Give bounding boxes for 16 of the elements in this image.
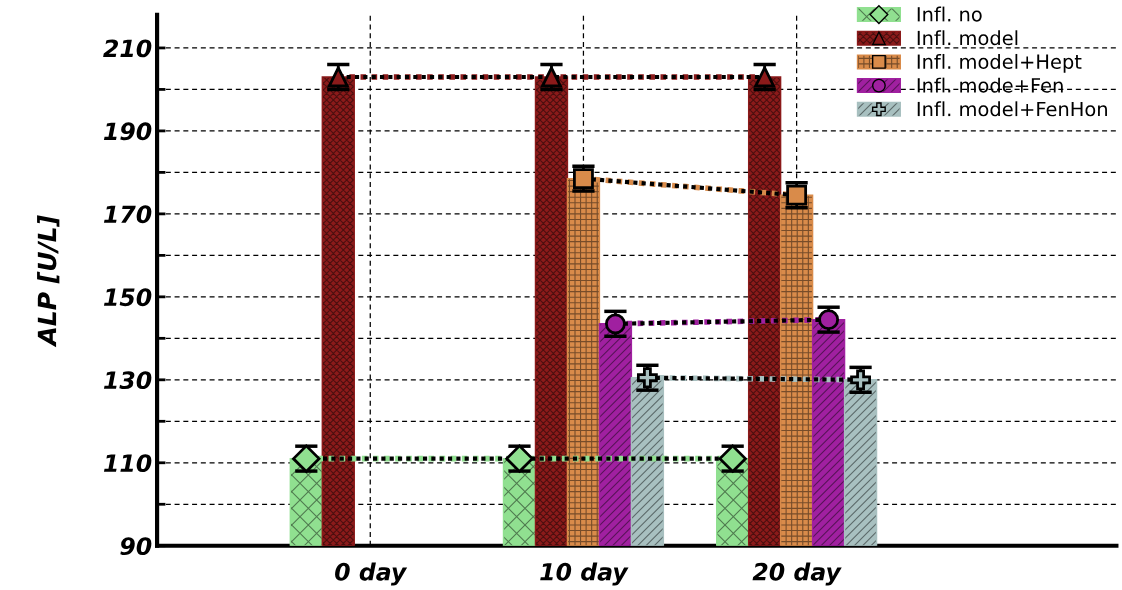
y-tick-label: 170 <box>103 205 152 224</box>
legend-label: Infl. model+Hept <box>917 53 1082 73</box>
legend-label: Infl. model <box>917 30 1018 46</box>
x-tick-label: 10 day <box>540 562 629 586</box>
y-tick-label: 90 <box>120 537 152 556</box>
legend-label: Infl. model+FenHon <box>917 101 1107 117</box>
y-tick-label: 130 <box>103 371 152 390</box>
x-tick-label: 20 day <box>752 562 842 586</box>
legend-label: Infl. mode+Fen <box>917 77 1063 93</box>
y-tick-label: 110 <box>103 454 152 473</box>
y-axis-title: ALP [U/L] <box>37 215 60 348</box>
x-tick-label: 0 day <box>335 562 408 586</box>
y-tick-label: 150 <box>103 288 152 307</box>
y-tick-label: 190 <box>103 122 152 141</box>
legend-label: Infl. no <box>917 6 982 22</box>
y-tick-label: 210 <box>103 39 152 58</box>
